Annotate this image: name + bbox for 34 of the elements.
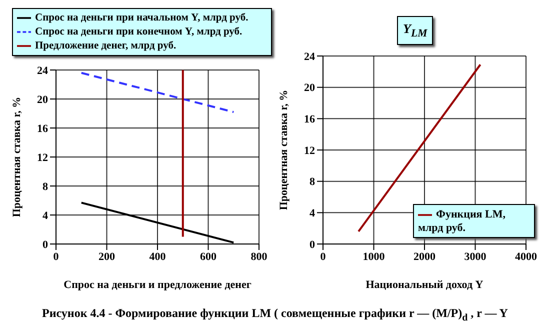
y-tick-label: 20 — [37, 94, 48, 106]
x-axis-title: Национальный доход Y — [366, 279, 484, 291]
y-tick-label: 0 — [42, 238, 48, 251]
x-tick-label: 800 — [250, 250, 268, 263]
y-tick-label: 20 — [304, 82, 316, 94]
x-tick-label: 200 — [98, 250, 116, 263]
y-tick-label: 0 — [310, 238, 316, 251]
chart-title: Y$_{LM}$ — [397, 16, 434, 45]
x-tick-label: 3000 — [464, 250, 487, 263]
x-tick-label: 0 — [320, 250, 326, 263]
y-tick-label: 24 — [304, 50, 316, 63]
x-tick-label: 4000 — [515, 250, 538, 263]
legend-label: Предложение денег, млрд руб. — [35, 40, 176, 52]
y-axis-title: Процентная ставка r, % — [10, 96, 23, 218]
y-tick-label: 24 — [37, 64, 48, 77]
x-tick-label: 2000 — [414, 250, 436, 263]
x-tick-label: 0 — [53, 250, 60, 263]
y-tick-label: 12 — [37, 152, 48, 164]
x-axis-title: Спрос на деньги и предложение денег — [64, 279, 252, 291]
y-axis-title: Процентная ставка r, % — [278, 90, 290, 210]
legend-label: Спрос на деньги при конечном Y, млрд руб. — [35, 26, 242, 38]
x-tick-label: 600 — [200, 250, 217, 263]
y-tick-label: 16 — [304, 114, 316, 126]
text: Рисунок 4.4 - Формирование функции LM ( совмещенные графики r — (M/P)$_{d}$ , r — Y — [41, 306, 509, 324]
y-tick-label: 12 — [304, 144, 316, 157]
y-tick-label: 4 — [42, 210, 48, 222]
y-tick-label: 8 — [310, 176, 316, 188]
y-tick-label: 8 — [42, 180, 48, 193]
x-tick-label: 400 — [149, 250, 166, 263]
legend-label: Функция LM, млрд руб. — [418, 208, 506, 234]
y-tick-label: 16 — [37, 122, 48, 135]
y-tick-label: 4 — [310, 208, 316, 220]
legend-label: Спрос на деньги при начальном Y, млрд руб. — [35, 12, 248, 24]
x-tick-label: 1000 — [362, 250, 386, 263]
